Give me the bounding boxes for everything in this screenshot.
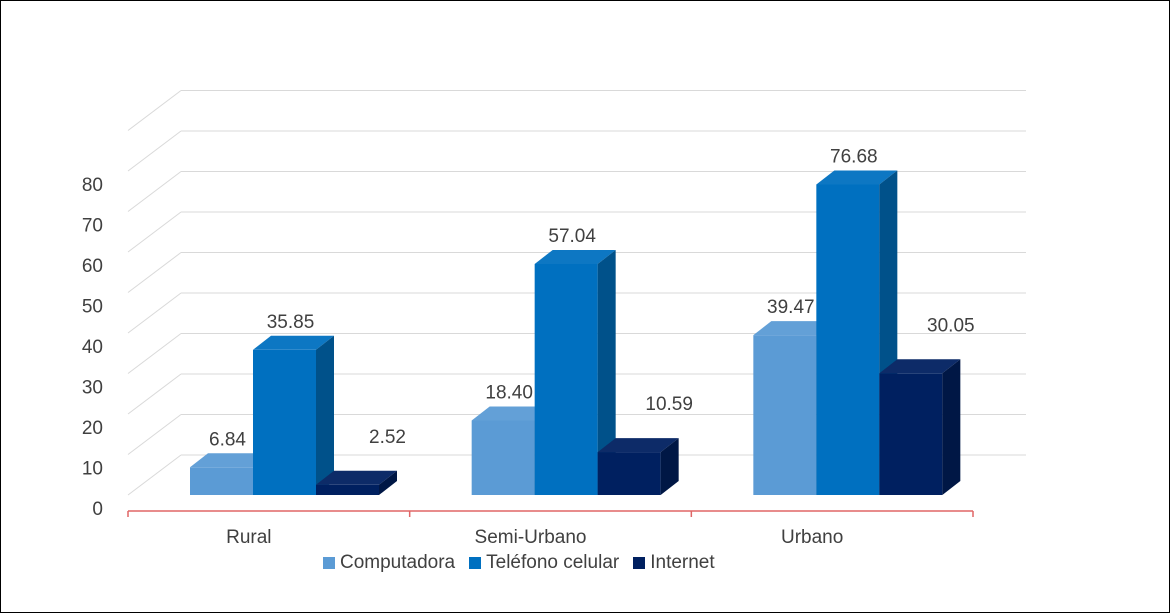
y-tick-label: 60 <box>82 256 103 277</box>
legend-item: Internet <box>633 552 715 574</box>
x-category-label: Semi-Urbano <box>475 527 587 548</box>
legend-label: Teléfono celular <box>486 552 620 573</box>
gridline-diagonal <box>127 211 182 253</box>
bar-front <box>753 335 817 495</box>
y-tick-label: 40 <box>82 337 103 358</box>
bar-top <box>253 335 334 350</box>
bar-top <box>316 470 397 485</box>
bar <box>253 335 334 495</box>
legend-item: Computadora <box>323 552 455 574</box>
y-tick-label: 80 <box>82 175 103 196</box>
bar-side <box>316 335 334 495</box>
data-label: 76.68 <box>830 146 878 167</box>
bar-top <box>597 438 679 453</box>
data-label: 30.05 <box>927 315 975 336</box>
bar-top <box>190 453 271 468</box>
y-tick-label: 20 <box>82 418 103 439</box>
gridline-diagonal <box>127 454 182 496</box>
legend-label: Computadora <box>340 552 456 573</box>
bar-front <box>316 484 379 495</box>
gridline-diagonal <box>127 414 182 455</box>
gridline-diagonal <box>127 171 182 212</box>
gridline-diagonal <box>127 252 182 293</box>
gridline-diagonal <box>127 292 182 334</box>
data-label: 6.84 <box>209 429 246 450</box>
data-label: 18.40 <box>485 382 533 403</box>
x-category-label: Urbano <box>781 527 843 548</box>
gridline-diagonal <box>127 373 182 415</box>
bar <box>316 470 397 495</box>
bar-front <box>190 467 253 495</box>
data-label: 57.04 <box>548 226 596 247</box>
legend: Computadora Teléfono celular Internet <box>323 551 729 575</box>
data-label: 2.52 <box>369 427 406 448</box>
data-label: 10.59 <box>645 394 693 415</box>
legend-swatch <box>633 557 646 569</box>
y-tick-label: 10 <box>82 459 103 480</box>
bar-top <box>816 170 898 185</box>
data-label: 35.85 <box>267 312 315 333</box>
bar-front <box>471 420 535 495</box>
bar-top <box>753 321 835 336</box>
bar-front <box>879 373 943 495</box>
bar-side <box>660 438 679 495</box>
legend-swatch <box>323 557 335 569</box>
bar <box>534 249 616 495</box>
bar-front <box>597 452 661 495</box>
bar-top <box>471 406 553 421</box>
bar-front <box>534 263 598 495</box>
bar <box>879 359 961 495</box>
bar-front <box>253 349 316 495</box>
bar-top <box>534 249 616 264</box>
legend-label: Internet <box>650 552 715 573</box>
y-tick-label: 70 <box>82 216 103 237</box>
legend-item: Teléfono celular <box>469 552 619 574</box>
data-label: 39.47 <box>767 297 815 318</box>
bar-front <box>816 184 880 496</box>
gridline-diagonal <box>127 333 182 374</box>
bar-top <box>879 359 961 374</box>
x-category-label: Rural <box>226 527 271 548</box>
bar-side <box>597 249 616 495</box>
gridline-diagonal <box>127 130 182 172</box>
bar-side <box>942 359 961 495</box>
y-tick-label: 0 <box>92 499 103 520</box>
bar <box>597 438 679 495</box>
y-tick-label: 50 <box>82 297 103 318</box>
y-tick-label: 30 <box>82 378 103 399</box>
bar-side <box>379 470 397 495</box>
legend-swatch <box>469 557 482 569</box>
gridline-diagonal <box>127 90 182 131</box>
